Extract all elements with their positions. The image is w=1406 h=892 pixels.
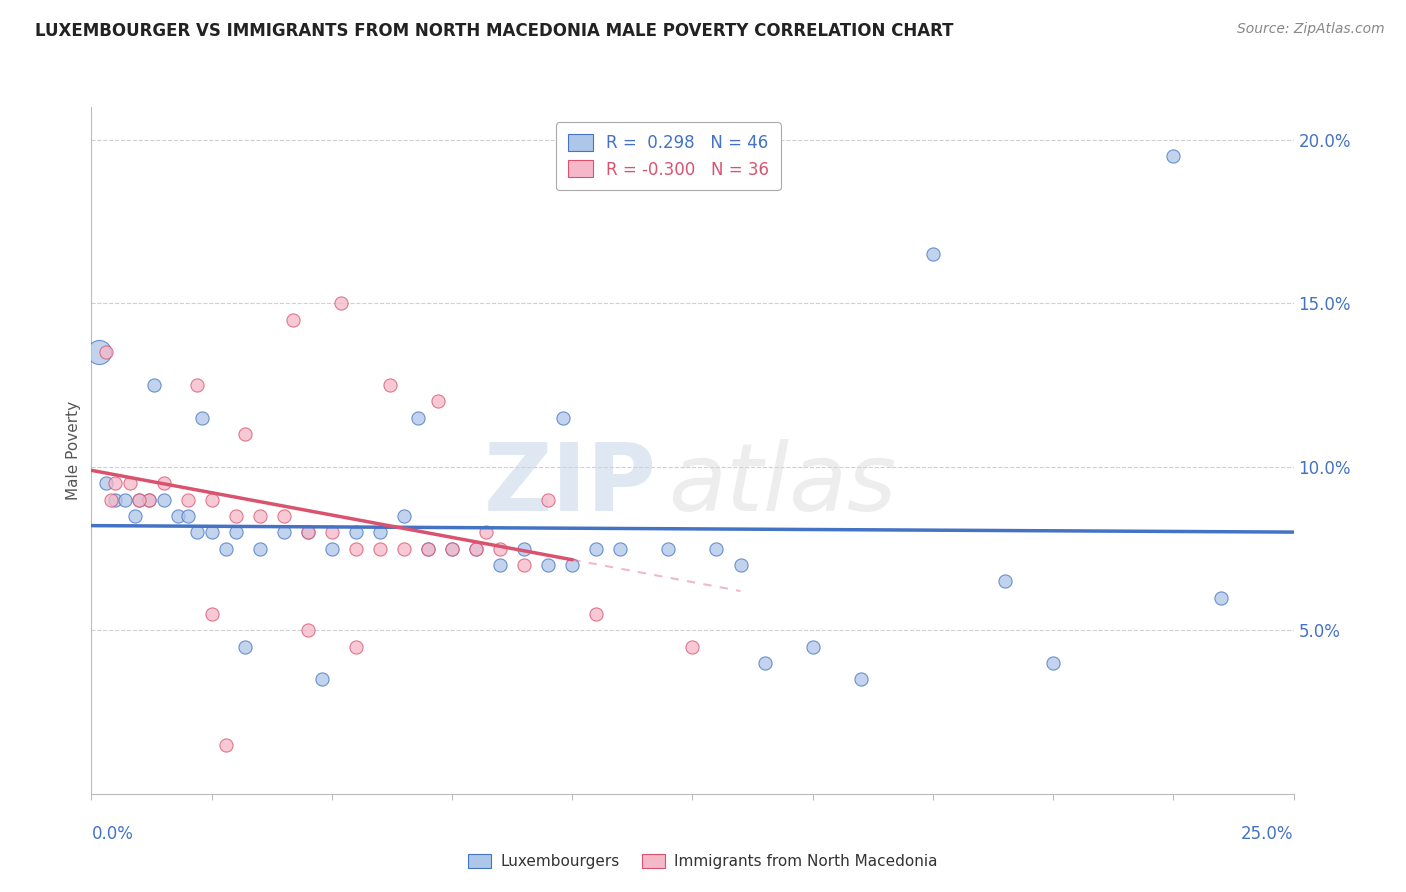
- Point: [585, 541, 607, 556]
- Legend: Luxembourgers, Immigrants from North Macedonia: Luxembourgers, Immigrants from North Mac…: [463, 848, 943, 875]
- Point: [440, 541, 463, 556]
- Point: [730, 558, 752, 572]
- Point: [191, 410, 214, 425]
- Point: [416, 541, 439, 556]
- Point: [513, 541, 536, 556]
- Point: [152, 476, 174, 491]
- Point: [128, 492, 150, 507]
- Point: [311, 673, 333, 687]
- Point: [426, 394, 449, 409]
- Point: [128, 492, 150, 507]
- Point: [297, 525, 319, 540]
- Point: [114, 492, 136, 507]
- Point: [551, 410, 574, 425]
- Point: [94, 476, 117, 491]
- Y-axis label: Male Poverty: Male Poverty: [66, 401, 82, 500]
- Point: [225, 525, 247, 540]
- Point: [440, 541, 463, 556]
- Point: [1211, 591, 1233, 605]
- Point: [233, 427, 256, 442]
- Point: [754, 656, 776, 670]
- Point: [283, 312, 305, 326]
- Point: [124, 508, 146, 523]
- Point: [801, 640, 824, 654]
- Point: [537, 492, 560, 507]
- Point: [104, 476, 127, 491]
- Point: [233, 640, 256, 654]
- Text: LUXEMBOURGER VS IMMIGRANTS FROM NORTH MACEDONIA MALE POVERTY CORRELATION CHART: LUXEMBOURGER VS IMMIGRANTS FROM NORTH MA…: [35, 22, 953, 40]
- Text: ZIP: ZIP: [484, 439, 657, 531]
- Point: [561, 558, 583, 572]
- Point: [152, 492, 174, 507]
- Point: [1042, 656, 1064, 670]
- Point: [225, 508, 247, 523]
- Point: [297, 525, 319, 540]
- Point: [513, 558, 536, 572]
- Point: [489, 541, 512, 556]
- Point: [138, 492, 160, 507]
- Text: atlas: atlas: [668, 439, 897, 531]
- Point: [416, 541, 439, 556]
- Text: 25.0%: 25.0%: [1241, 825, 1294, 843]
- Text: 0.0%: 0.0%: [91, 825, 134, 843]
- Point: [94, 345, 117, 359]
- Point: [537, 558, 560, 572]
- Point: [297, 624, 319, 638]
- Point: [215, 541, 238, 556]
- Point: [465, 541, 488, 556]
- Point: [344, 525, 367, 540]
- Point: [474, 525, 496, 540]
- Point: [465, 541, 488, 556]
- Point: [186, 378, 208, 392]
- Point: [922, 247, 945, 261]
- Point: [273, 525, 295, 540]
- Legend: R =  0.298   N = 46, R = -0.300   N = 36: R = 0.298 N = 46, R = -0.300 N = 36: [557, 122, 780, 190]
- Point: [657, 541, 679, 556]
- Point: [994, 574, 1017, 589]
- Point: [321, 525, 343, 540]
- Point: [200, 525, 222, 540]
- Point: [392, 541, 415, 556]
- Point: [344, 541, 367, 556]
- Point: [249, 541, 271, 556]
- Point: [368, 525, 391, 540]
- Point: [706, 541, 728, 556]
- Point: [100, 492, 122, 507]
- Point: [104, 492, 127, 507]
- Point: [1161, 149, 1184, 163]
- Point: [249, 508, 271, 523]
- Point: [609, 541, 631, 556]
- Point: [585, 607, 607, 621]
- Point: [176, 508, 198, 523]
- Point: [215, 738, 238, 752]
- Point: [330, 296, 353, 310]
- Point: [176, 492, 198, 507]
- Point: [138, 492, 160, 507]
- Point: [408, 410, 430, 425]
- Point: [489, 558, 512, 572]
- Point: [392, 508, 415, 523]
- Point: [321, 541, 343, 556]
- Point: [118, 476, 141, 491]
- Point: [849, 673, 872, 687]
- Point: [368, 541, 391, 556]
- Text: Source: ZipAtlas.com: Source: ZipAtlas.com: [1237, 22, 1385, 37]
- Point: [200, 492, 222, 507]
- Point: [273, 508, 295, 523]
- Point: [87, 345, 110, 359]
- Point: [344, 640, 367, 654]
- Point: [378, 378, 401, 392]
- Point: [142, 378, 165, 392]
- Point: [167, 508, 190, 523]
- Point: [186, 525, 208, 540]
- Point: [200, 607, 222, 621]
- Point: [681, 640, 703, 654]
